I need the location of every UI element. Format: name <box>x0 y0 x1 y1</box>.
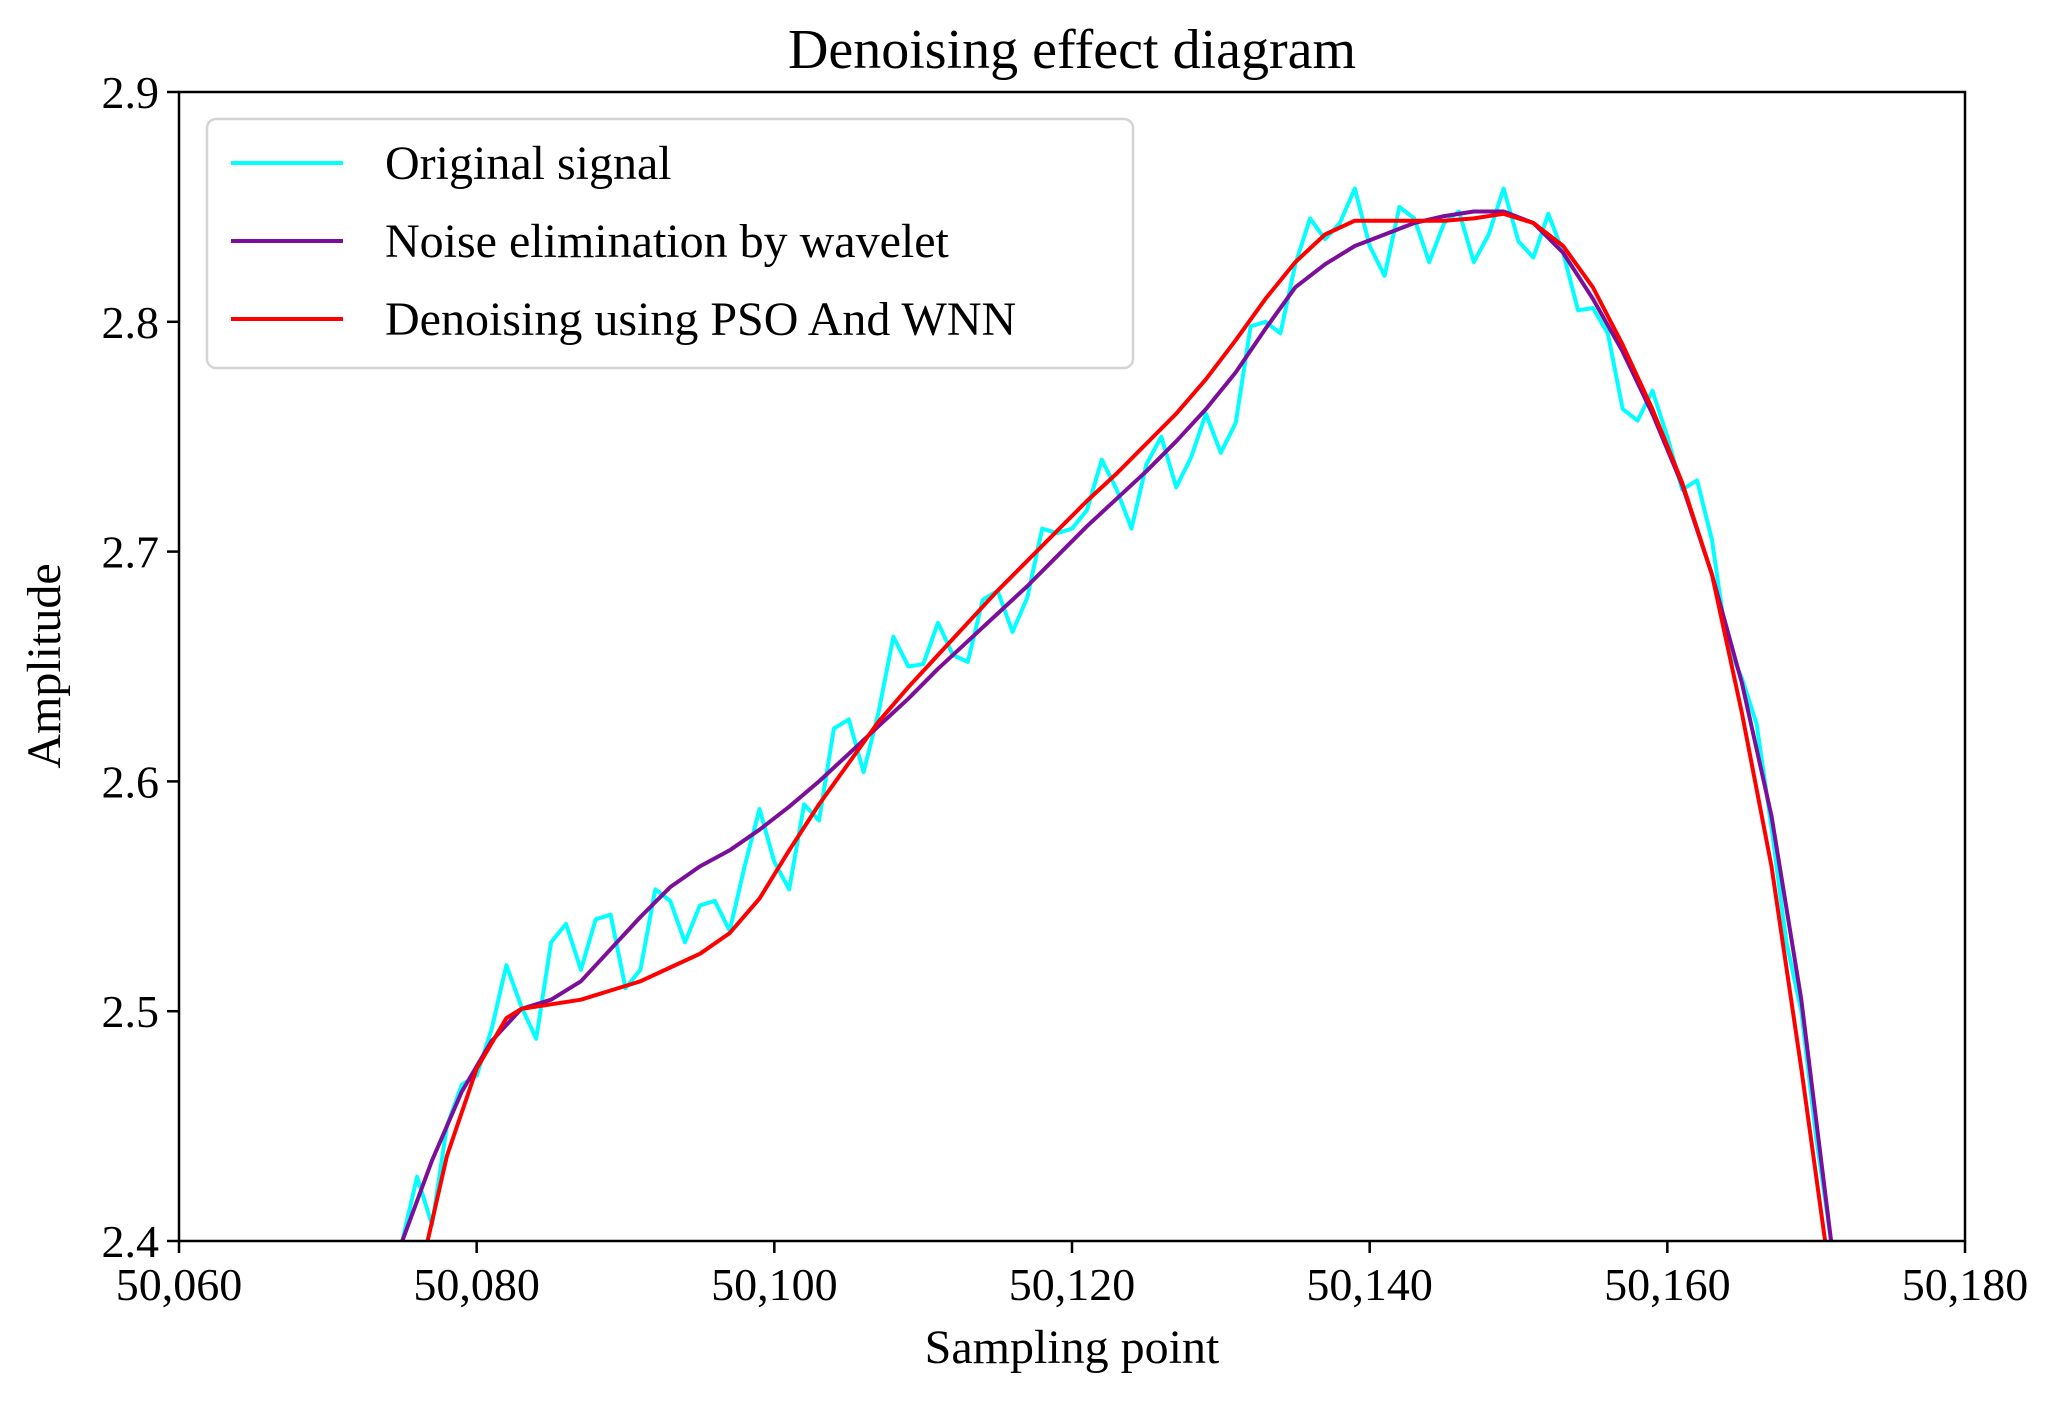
series-layer <box>400 186 1834 1241</box>
chart-title: Denoising effect diagram <box>788 19 1356 81</box>
legend-label: Denoising using PSO And WNN <box>385 293 1016 346</box>
legend-label: Noise elimination by wavelet <box>385 215 950 268</box>
x-tick-label: 50,100 <box>711 1259 838 1310</box>
y-tick-label: 2.7 <box>102 527 160 578</box>
legend-label: Original signal <box>385 137 672 190</box>
y-tick-label: 2.4 <box>102 1216 160 1267</box>
x-axis-label: Sampling point <box>925 1321 1220 1374</box>
y-tick-label: 2.5 <box>102 986 160 1037</box>
y-tick-label: 2.6 <box>102 756 160 807</box>
y-tick-label: 2.8 <box>102 297 160 348</box>
legend-box <box>205 117 1135 370</box>
x-tick-label: 50,080 <box>413 1259 540 1310</box>
series-line-3 <box>425 211 1828 1241</box>
x-tick-label: 50,140 <box>1306 1259 1433 1310</box>
series-line-2 <box>400 209 1834 1241</box>
y-axis-label: Amplitude <box>18 563 71 768</box>
y-tick-label: 2.9 <box>102 67 160 118</box>
x-tick-label: 50,120 <box>1009 1259 1136 1310</box>
x-tick-label: 50,180 <box>1902 1259 2029 1310</box>
series-line-1 <box>400 186 1834 1241</box>
axes-layer: 50,060 50,080 50,100 50,120 50,140 50,160 50,1… <box>102 67 2029 1310</box>
legend: Original signal Noise elimination by wave… <box>205 117 1135 370</box>
x-tick-label: 50,060 <box>116 1259 243 1310</box>
x-tick-label: 50,160 <box>1604 1259 1731 1310</box>
